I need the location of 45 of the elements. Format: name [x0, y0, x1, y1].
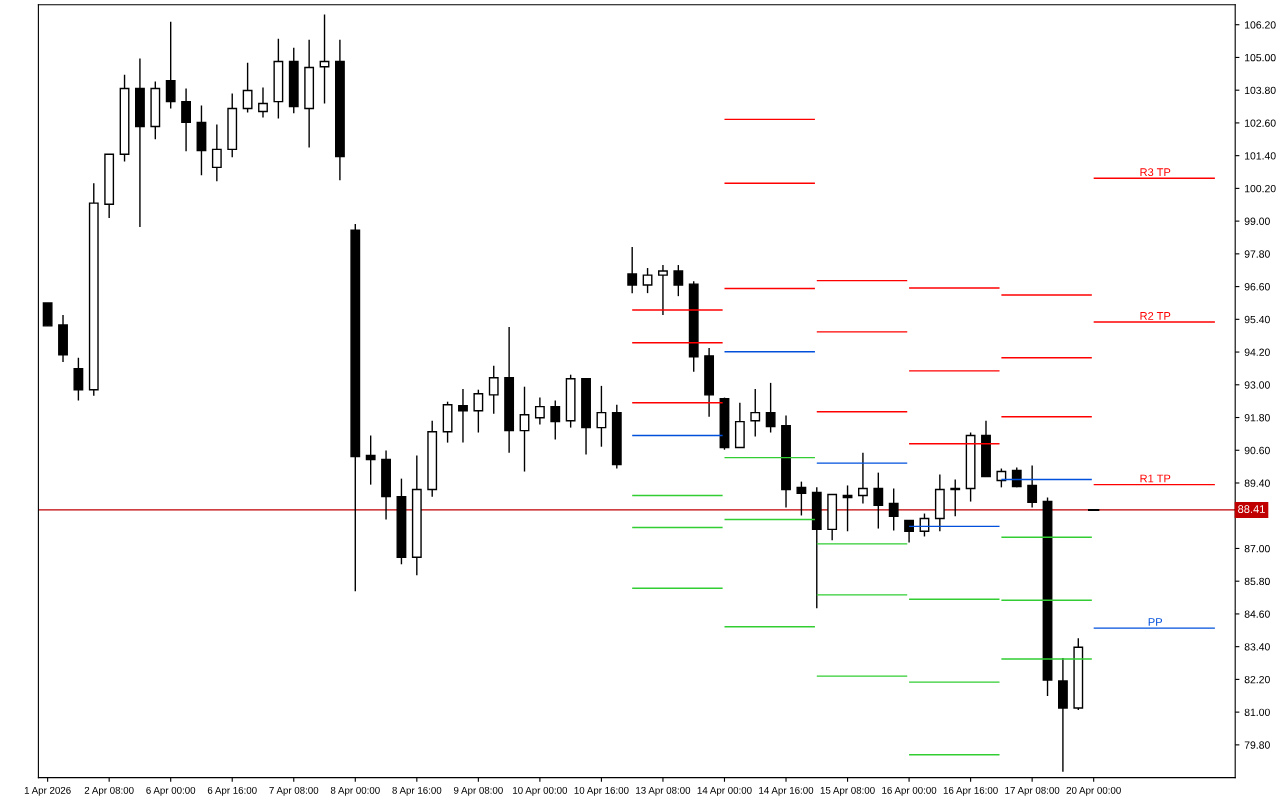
y-tick-label: 83.40 [1244, 643, 1270, 651]
x-tick-label: 17 Apr 08:00 [1005, 786, 1060, 796]
y-tick-label: 97.80 [1244, 250, 1270, 258]
y-tick-label: 105.00 [1245, 53, 1276, 62]
y-tick-label: 91.80 [1244, 414, 1270, 422]
y-tick-label: 99.00 [1244, 217, 1270, 225]
x-tick-label: 7 Apr 08:00 [269, 786, 319, 796]
y-tick-label: 94.20 [1244, 348, 1270, 356]
x-tick-label: 8 Apr 16:00 [392, 786, 442, 796]
y-tick-label: 106.20 [1245, 21, 1276, 29]
y-tick-label: 89.40 [1244, 479, 1270, 487]
x-tick-label: 2 Apr 08:00 [84, 786, 134, 796]
y-tick-label: 103.80 [1245, 86, 1276, 95]
x-tick-label: 20 Apr 00:00 [1066, 786, 1121, 796]
x-tick-label: 6 Apr 16:00 [207, 786, 257, 796]
x-tick-label: 15 Apr 08:00 [820, 786, 875, 796]
y-tick-label: 93.00 [1244, 381, 1270, 389]
x-tick-label: 1 Apr 2026 [24, 786, 71, 796]
x-tick-label: 9 Apr 08:00 [453, 786, 503, 796]
x-tick-label: 10 Apr 00:00 [513, 786, 568, 796]
y-tick-label: 87.00 [1244, 544, 1270, 553]
y-tick-label: 100.20 [1245, 184, 1276, 193]
y-tick-label: 90.60 [1244, 446, 1270, 455]
x-tick-label: 8 Apr 00:00 [330, 786, 380, 796]
y-tick-label: 79.80 [1244, 741, 1270, 749]
series-label: PP [1148, 618, 1163, 626]
series-label: R2 TP [1140, 311, 1171, 320]
x-tick-label: 10 Apr 16:00 [574, 786, 629, 796]
y-tick-label: 96.60 [1244, 283, 1270, 291]
x-tick-label: 6 Apr 00:00 [146, 786, 196, 796]
x-tick-label: 14 Apr 00:00 [697, 786, 752, 796]
y-tick-label: 82.20 [1244, 675, 1270, 684]
x-tick-label: 13 Apr 08:00 [636, 786, 691, 796]
y-tick-label: 95.40 [1244, 315, 1270, 324]
y-tick-label: 84.60 [1244, 610, 1270, 618]
x-tick-label: 16 Apr 16:00 [943, 786, 998, 796]
ref-line-label: 88.41 [1238, 505, 1265, 513]
series-label: R3 TP [1140, 168, 1171, 177]
x-tick-label: 16 Apr 00:00 [882, 786, 937, 796]
y-tick-label: 102.60 [1245, 119, 1276, 127]
y-tick-label: 81.00 [1244, 708, 1270, 717]
y-tick-label: 101.40 [1245, 152, 1276, 160]
series-label: R1 TP [1140, 474, 1171, 483]
y-tick-label: 85.80 [1244, 577, 1270, 586]
x-tick-label: 14 Apr 16:00 [759, 786, 814, 796]
